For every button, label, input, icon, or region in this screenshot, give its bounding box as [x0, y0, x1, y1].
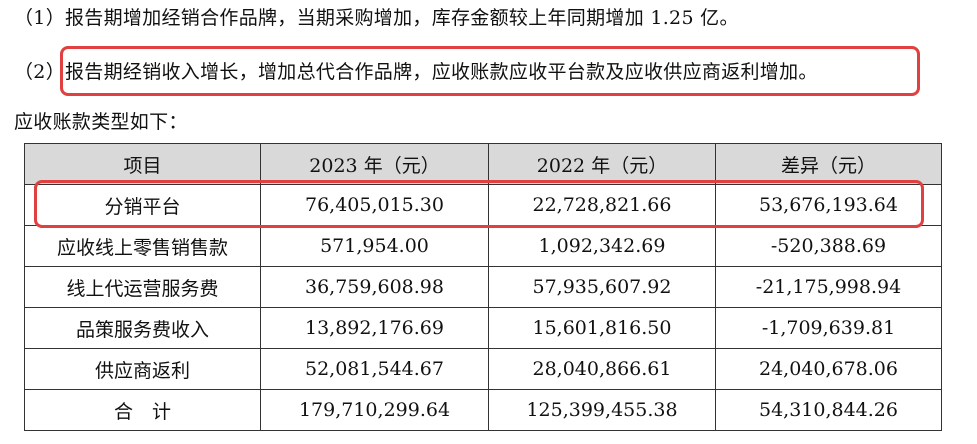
- cell-item: 线上代运营服务费: [24, 266, 261, 308]
- cell-2022: 1,092,342.69: [488, 225, 716, 267]
- table-row: 供应商返利 52,081,544.67 28,040,866.61 24,040…: [24, 348, 942, 390]
- cell-2022: 28,040,866.61: [488, 348, 716, 390]
- row-highlight-box: [34, 180, 924, 228]
- cell-2023: 76,405,015.30: [260, 184, 489, 226]
- cell-item: 应收线上零售销售款: [24, 225, 261, 267]
- cell-item: 合 计: [24, 389, 261, 431]
- cell-2022: 125,399,455.38: [488, 389, 716, 431]
- cell-difference: -520,388.69: [715, 225, 942, 267]
- table-row: 品策服务费收入 13,892,176.69 15,601,816.50 -1,7…: [24, 307, 942, 349]
- cell-2023: 13,892,176.69: [260, 307, 489, 349]
- receivables-table: 项目 2023 年（元） 2022 年（元） 差异（元） 分销平台 76,405…: [24, 143, 942, 431]
- table-row: 线上代运营服务费 36,759,608.98 57,935,607.92 -21…: [24, 266, 942, 308]
- cell-item: 分销平台: [24, 184, 261, 226]
- cell-difference: 53,676,193.64: [715, 184, 942, 226]
- paragraph-2: （2）报告期经销收入增长，增加总代合作品牌，应收账款应收平台款及应收供应商返利增…: [14, 61, 818, 83]
- header-item: 项目: [24, 143, 261, 185]
- cell-item: 品策服务费收入: [24, 307, 261, 349]
- cell-2022: 15,601,816.50: [488, 307, 716, 349]
- cell-difference: 54,310,844.26: [715, 389, 942, 431]
- cell-item: 供应商返利: [24, 348, 261, 390]
- cell-2023: 36,759,608.98: [260, 266, 489, 308]
- cell-2023: 52,081,544.67: [260, 348, 489, 390]
- paragraph-1: （1）报告期增加经销合作品牌，当期采购增加，库存金额较上年同期增加 1.25 亿…: [14, 7, 739, 29]
- cell-2023: 179,710,299.64: [260, 389, 489, 431]
- table-intro-text: 应收账款类型如下：: [14, 111, 188, 133]
- paragraph-highlight-box: [60, 46, 920, 96]
- cell-2022: 57,935,607.92: [488, 266, 716, 308]
- table-header-row: 项目 2023 年（元） 2022 年（元） 差异（元）: [24, 143, 942, 185]
- header-difference: 差异（元）: [715, 143, 942, 185]
- header-2023: 2023 年（元）: [260, 143, 489, 185]
- table-total-row: 合 计 179,710,299.64 125,399,455.38 54,310…: [24, 389, 942, 431]
- cell-difference: -1,709,639.81: [715, 307, 942, 349]
- header-2022: 2022 年（元）: [488, 143, 716, 185]
- cell-difference: -21,175,998.94: [715, 266, 942, 308]
- cell-difference: 24,040,678.06: [715, 348, 942, 390]
- cell-2023: 571,954.00: [260, 225, 489, 267]
- table-row: 应收线上零售销售款 571,954.00 1,092,342.69 -520,3…: [24, 225, 942, 267]
